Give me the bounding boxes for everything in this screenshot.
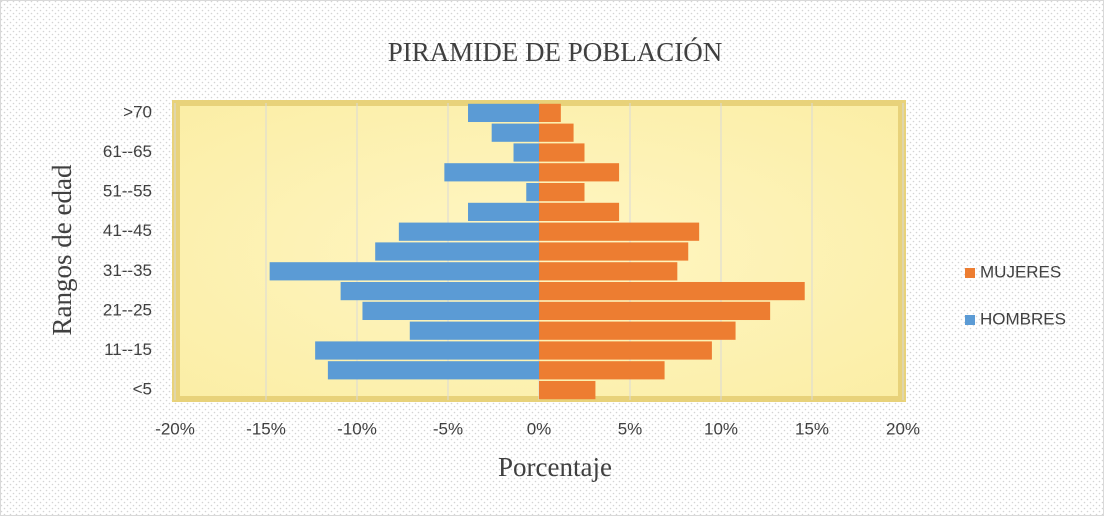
bar: [327, 361, 539, 380]
bar: [539, 242, 689, 261]
bar: [513, 143, 539, 162]
x-tick-label: 0%: [527, 419, 552, 438]
bar: [539, 202, 620, 222]
bar: [539, 123, 574, 142]
y-tick-label: 51--55: [103, 182, 152, 201]
y-axis-label: Rangos de edad: [47, 164, 77, 335]
legend-swatch: [965, 268, 975, 278]
bar: [539, 182, 585, 202]
y-tick-label: 61--65: [103, 142, 152, 161]
x-tick-label: 10%: [704, 419, 738, 438]
bar: [468, 202, 539, 222]
x-tick-label: -5%: [433, 419, 463, 438]
y-tick-label: <5: [133, 380, 152, 399]
bar: [315, 341, 539, 360]
chart-title: PIRAMIDE DE POBLACIÓN: [388, 37, 723, 67]
bar: [539, 380, 596, 400]
x-tick-label: 5%: [618, 419, 643, 438]
x-tick-label: -20%: [155, 419, 195, 438]
bar: [539, 341, 712, 360]
bar: [526, 182, 539, 202]
x-tick-label: -15%: [246, 419, 286, 438]
bar: [539, 103, 561, 123]
bar: [468, 103, 539, 123]
bar: [362, 301, 539, 321]
y-tick-label: 21--25: [103, 300, 152, 319]
y-tick-label: 31--35: [103, 261, 152, 280]
x-tick-label: 15%: [795, 419, 829, 438]
bar: [539, 262, 678, 281]
bar: [340, 281, 539, 301]
bar: [539, 301, 771, 321]
legend-swatch: [965, 315, 975, 325]
bar: [491, 123, 539, 142]
y-tick-label: 11--15: [104, 340, 152, 359]
legend-label: MUJERES: [980, 262, 1061, 281]
bar: [539, 281, 805, 301]
bar: [409, 321, 539, 340]
bar: [539, 321, 736, 340]
y-tick-label: 41--45: [103, 221, 152, 240]
bar: [398, 222, 539, 241]
bar: [375, 242, 539, 261]
bar: [539, 361, 665, 380]
bar: [539, 143, 585, 162]
legend-label: HOMBRES: [980, 309, 1066, 328]
x-tick-label: 20%: [886, 419, 920, 438]
bar: [269, 262, 539, 281]
y-tick-label: >70: [123, 102, 152, 121]
bar: [539, 163, 620, 182]
x-tick-label: -10%: [337, 419, 377, 438]
bar: [539, 222, 700, 241]
bar: [444, 163, 539, 182]
x-axis-label: Porcentaje: [498, 452, 612, 482]
